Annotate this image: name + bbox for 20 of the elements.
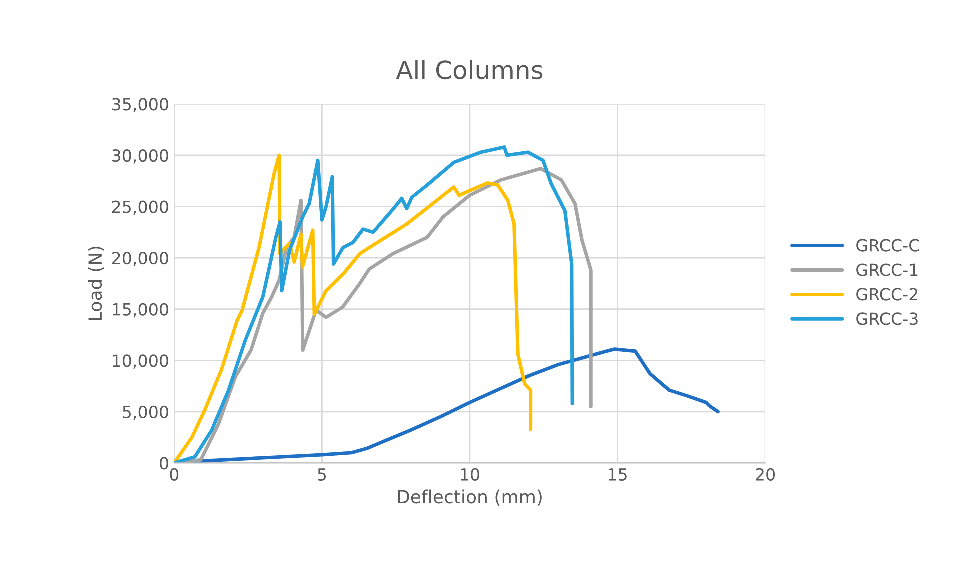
legend-label: GRCC-1 xyxy=(856,264,918,276)
y-tick-label: 30,000 xyxy=(112,149,168,164)
x-tick-label: 15 xyxy=(608,468,627,481)
legend-label: GRCC-C xyxy=(856,239,920,252)
y-tick-label: 5,000 xyxy=(123,406,168,420)
x-tick-label: 0 xyxy=(170,468,179,481)
y-axis-title: Load (N) xyxy=(88,246,104,320)
x-tick-label: 10 xyxy=(461,468,480,481)
legend-label: GRCC-3 xyxy=(856,312,918,326)
y-tick-label: 35,000 xyxy=(112,98,168,112)
y-tick-label: 15,000 xyxy=(113,303,168,318)
y-tick-label: 0 xyxy=(160,457,168,470)
x-tick-label: 5 xyxy=(318,468,326,481)
y-tick-label: 10,000 xyxy=(113,354,168,369)
y-tick-label: 20,000 xyxy=(112,252,168,266)
y-tick-label: 25,000 xyxy=(112,200,168,216)
x-axis-title: Deflection (mm) xyxy=(398,490,542,506)
x-tick-label: 20 xyxy=(756,468,776,481)
legend-label: GRCC-2 xyxy=(856,288,918,301)
chart-title: All Columns xyxy=(396,60,543,80)
